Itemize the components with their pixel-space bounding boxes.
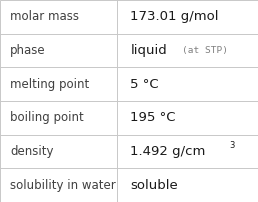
Text: boiling point: boiling point — [10, 111, 84, 124]
Text: 1.492 g/cm: 1.492 g/cm — [130, 145, 206, 158]
Text: liquid: liquid — [130, 44, 167, 57]
Text: (at STP): (at STP) — [182, 46, 228, 55]
Text: 195 °C: 195 °C — [130, 111, 176, 124]
Text: 173.01 g/mol: 173.01 g/mol — [130, 10, 219, 23]
Text: soluble: soluble — [130, 179, 178, 192]
Text: solubility in water: solubility in water — [10, 179, 116, 192]
Text: density: density — [10, 145, 54, 158]
Text: 5 °C: 5 °C — [130, 78, 159, 91]
Text: molar mass: molar mass — [10, 10, 79, 23]
Text: 3: 3 — [229, 141, 234, 150]
Text: phase: phase — [10, 44, 46, 57]
Text: melting point: melting point — [10, 78, 90, 91]
